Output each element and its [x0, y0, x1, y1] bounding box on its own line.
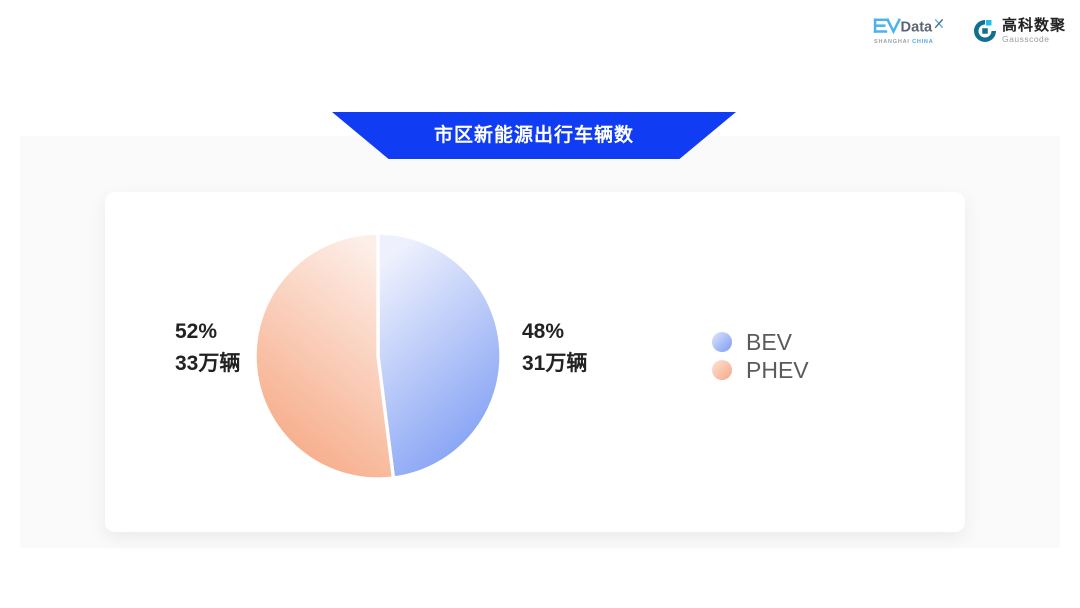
svg-text:Data: Data: [901, 20, 934, 36]
